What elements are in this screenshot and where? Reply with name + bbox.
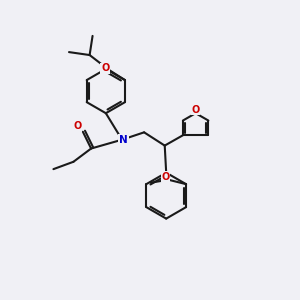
Text: N: N: [119, 135, 128, 145]
Text: O: O: [74, 122, 82, 131]
Text: O: O: [101, 63, 110, 73]
Text: O: O: [191, 105, 200, 115]
Text: O: O: [161, 172, 169, 182]
